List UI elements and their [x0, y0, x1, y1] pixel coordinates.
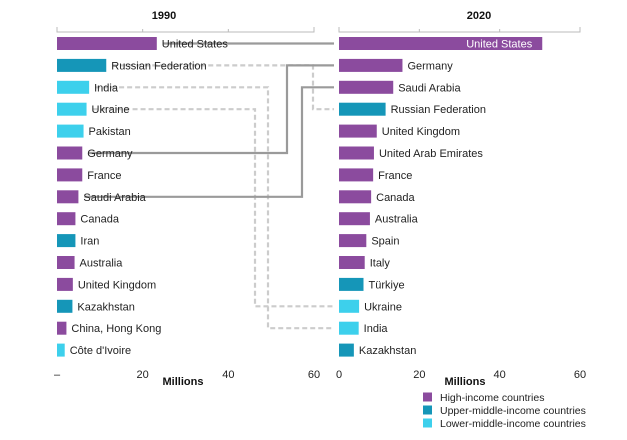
- label-2020-india: India: [364, 323, 389, 335]
- label-2020-united-kingdom: United Kingdom: [382, 126, 460, 138]
- bar-2020-australia: [339, 212, 370, 226]
- label-1990-united-states: United States: [162, 39, 229, 51]
- label-1990-russian-federation: Russian Federation: [111, 60, 206, 72]
- bar-2020-united-kingdom: [339, 124, 377, 138]
- label-1990-france: France: [87, 170, 121, 182]
- tick-2020-20: 20: [413, 369, 425, 381]
- tick-1990-20: 20: [137, 369, 149, 381]
- tick-1990-40: 40: [222, 369, 234, 381]
- tick-2020-0: 0: [336, 369, 342, 381]
- bar-1990-russian-federation: [57, 58, 107, 72]
- tick-2020-60: 60: [574, 369, 586, 381]
- label-1990-c-te-d-ivoire: Côte d'Ivoire: [70, 345, 131, 357]
- legend-swatch-lower-middle-income-countries: [423, 418, 432, 428]
- label-1990-united-kingdom: United Kingdom: [78, 279, 156, 291]
- bar-1990-kazakhstan: [57, 299, 73, 313]
- panel-title-2020: 2020: [467, 10, 491, 22]
- bar-2020-spain: [339, 234, 367, 248]
- label-2020-canada: Canada: [376, 192, 415, 204]
- bar-1990-australia: [57, 256, 75, 269]
- connector-russian-federation: [112, 64, 334, 111]
- bar-1990-iran: [57, 234, 76, 248]
- bar-1990-ukraine: [57, 102, 87, 116]
- label-2020-saudi-arabia: Saudi Arabia: [398, 82, 461, 94]
- legend-swatch-high-income-countries: [423, 392, 432, 402]
- bar-1990-germany: [57, 146, 83, 160]
- bar-1990-united-kingdom: [57, 277, 73, 291]
- legend-swatch-upper-middle-income-countries: [423, 405, 432, 415]
- tick-2020-40: 40: [494, 369, 506, 381]
- label-1990-australia: Australia: [80, 258, 124, 270]
- label-2020-france: France: [378, 170, 412, 182]
- bar-2020-t-rkiye: [339, 277, 364, 291]
- bar-1990-india: [57, 80, 90, 94]
- label-1990-kazakhstan: Kazakhstan: [77, 301, 134, 313]
- label-1990-saudi-arabia: Saudi Arabia: [83, 192, 146, 204]
- axis-bracket-2020: [338, 27, 581, 33]
- bar-2020-kazakhstan: [339, 343, 354, 357]
- label-2020-russian-federation: Russian Federation: [391, 104, 486, 116]
- label-2020-united-states: United States: [466, 39, 533, 51]
- bar-1990-china-hong-kong: [57, 321, 67, 335]
- label-2020-spain: Spain: [371, 236, 399, 248]
- bar-2020-germany: [339, 58, 403, 72]
- bar-2020-saudi-arabia: [339, 80, 394, 94]
- axis-title-1990: Millions: [163, 376, 204, 388]
- connector-ukraine: [92, 108, 334, 308]
- label-1990-canada: Canada: [80, 214, 119, 226]
- label-2020-ukraine: Ukraine: [364, 301, 402, 313]
- label-2020-australia: Australia: [375, 214, 419, 226]
- tick-1990-zero-dash: –: [54, 369, 61, 381]
- label-1990-germany: Germany: [87, 148, 133, 160]
- tick-1990-60: 60: [308, 369, 320, 381]
- bar-1990-c-te-d-ivoire: [57, 343, 65, 357]
- bar-2020-ukraine: [339, 299, 360, 313]
- bar-2020-united-states: [339, 37, 543, 50]
- legend-label-high-income-countries: High-income countries: [440, 392, 544, 404]
- label-2020-kazakhstan: Kazakhstan: [359, 345, 416, 357]
- axis-bracket-1990: [56, 27, 315, 33]
- bar-2020-united-arab-emirates: [339, 146, 374, 160]
- bar-1990-pakistan: [57, 124, 84, 138]
- panel-title-1990: 1990: [152, 10, 176, 22]
- connector-india: [95, 86, 334, 330]
- label-1990-pakistan: Pakistan: [89, 126, 131, 138]
- axis-title-2020: Millions: [445, 376, 486, 388]
- label-2020-t-rkiye: Türkiye: [369, 279, 405, 291]
- bar-2020-italy: [339, 256, 365, 269]
- label-1990-ukraine: Ukraine: [92, 104, 130, 116]
- bar-1990-canada: [57, 212, 76, 226]
- legend-label-upper-middle-income-countries: Upper-middle-income countries: [440, 405, 586, 417]
- label-1990-iran: Iran: [80, 236, 99, 248]
- label-2020-italy: Italy: [370, 258, 391, 270]
- label-2020-germany: Germany: [407, 60, 453, 72]
- label-1990-india: India: [94, 82, 119, 94]
- bar-2020-canada: [339, 190, 372, 204]
- legend-label-lower-middle-income-countries: Lower-middle-income countries: [440, 418, 586, 430]
- label-2020-united-arab-emirates: United Arab Emirates: [379, 148, 483, 160]
- bar-2020-russian-federation: [339, 102, 386, 116]
- connector-saudi-arabia: [84, 86, 334, 198]
- bar-2020-india: [339, 321, 359, 335]
- bar-1990-france: [57, 168, 83, 182]
- bar-2020-france: [339, 168, 374, 182]
- connector-germany: [88, 64, 334, 155]
- bar-1990-united-states: [57, 37, 157, 50]
- label-1990-china-hong-kong: China, Hong Kong: [71, 323, 161, 335]
- bar-1990-saudi-arabia: [57, 190, 79, 204]
